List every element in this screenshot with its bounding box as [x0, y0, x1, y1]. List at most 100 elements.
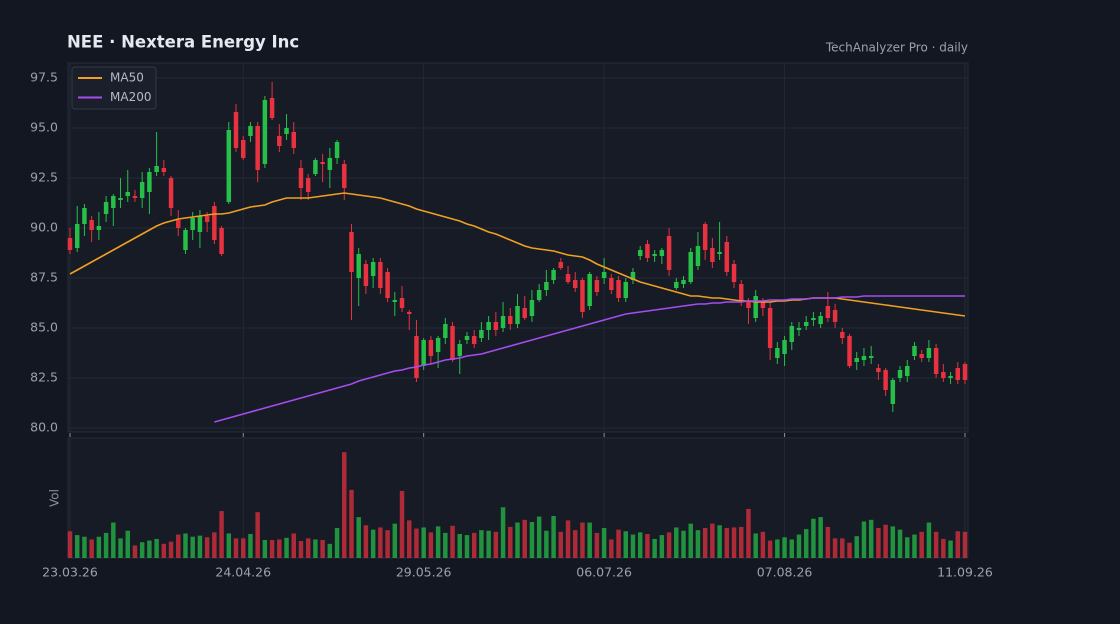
candle-body	[212, 206, 217, 240]
candle-body	[897, 370, 903, 378]
candle-body	[616, 280, 621, 298]
volume-bar	[702, 528, 708, 558]
candle-body	[298, 168, 304, 188]
candle-body	[508, 316, 513, 324]
volume-bar	[818, 517, 823, 558]
volume-bar	[854, 536, 859, 558]
candle-body	[609, 278, 614, 290]
volume-bar	[176, 534, 181, 558]
candle-body	[681, 280, 686, 284]
candle-body	[825, 306, 831, 318]
candle-body	[385, 272, 390, 298]
volume-bar	[500, 507, 506, 558]
volume-bar	[558, 531, 564, 558]
volume-bar	[941, 538, 946, 558]
candle-body	[832, 310, 838, 322]
x-tick-label: 07.08.26	[757, 565, 813, 580]
price-panel	[67, 62, 969, 433]
volume-bar	[334, 528, 340, 558]
candle-body	[580, 280, 585, 312]
grid: 80.0 82.5 85.0 87.5 90.0 92.5 95.0 97.5 23.03.26…	[30, 63, 993, 580]
volume-bar	[147, 540, 152, 558]
candle-body	[515, 306, 520, 324]
candle-body	[637, 250, 643, 256]
volume-bar	[342, 452, 347, 558]
volume-bar	[269, 540, 275, 558]
candle-body	[74, 224, 80, 248]
volume-bar	[399, 490, 405, 558]
volume-bar	[428, 532, 434, 558]
volume-bar	[897, 529, 903, 558]
candle-body	[277, 136, 282, 146]
candle-body	[933, 348, 939, 374]
chart-title: NEE · Nextera Energy Inc	[67, 33, 299, 52]
candle-body	[493, 322, 499, 330]
volume-bar	[775, 539, 780, 558]
candle-body	[161, 168, 167, 172]
candle-body	[103, 202, 109, 214]
candle-body	[883, 370, 888, 390]
candle-body	[89, 220, 94, 230]
candle-body	[67, 238, 73, 250]
candle-body	[565, 274, 571, 282]
candle-body	[876, 368, 881, 372]
candle-body	[443, 324, 448, 338]
volume-bar	[905, 537, 910, 558]
candle-body	[746, 302, 751, 308]
candle-body	[789, 326, 795, 342]
candle-body	[767, 308, 773, 348]
candle-body	[305, 178, 311, 192]
volume-bar	[832, 538, 838, 558]
volume-bar	[262, 540, 268, 558]
volume-bar	[659, 535, 665, 558]
candle-body	[587, 274, 592, 306]
candle-body	[529, 300, 535, 316]
candle-body	[118, 198, 123, 200]
volume-bar	[926, 522, 932, 558]
candle-body	[233, 112, 239, 148]
volume-bar	[710, 523, 715, 558]
volume-bar	[154, 538, 159, 558]
x-tick-label: 11.09.26	[937, 565, 993, 580]
candle-body	[313, 160, 318, 174]
volume-bar	[255, 512, 260, 558]
volume-bar	[688, 523, 693, 558]
x-tick-label: 29.05.26	[396, 565, 452, 580]
y-tick-label: 90.0	[30, 220, 58, 235]
legend: MA50 MA200	[71, 66, 157, 110]
volume-bar	[616, 529, 621, 558]
candle-body	[962, 364, 968, 380]
candle-body	[724, 242, 730, 272]
candle-body	[919, 354, 924, 358]
volume-bar	[876, 528, 881, 558]
candle-body	[111, 196, 116, 208]
volume-bar	[933, 531, 939, 558]
y-tick-label: 85.0	[30, 320, 58, 335]
candle-body	[262, 100, 268, 164]
candle-body	[428, 340, 434, 356]
candles	[67, 82, 968, 412]
candle-body	[926, 348, 932, 358]
volume-bar	[782, 537, 787, 558]
volume-bar	[681, 530, 686, 558]
candle-body	[450, 326, 455, 360]
chart-subtitle: TechAnalyzer Pro · daily	[825, 41, 968, 55]
candle-body	[464, 336, 470, 340]
volume-bar	[204, 537, 210, 558]
candle-body	[630, 272, 636, 280]
volume-bar	[103, 532, 109, 558]
y-tick-label: 80.0	[30, 420, 58, 435]
candle-body	[154, 166, 159, 172]
candle-body	[378, 262, 383, 288]
volume-bar	[406, 520, 412, 558]
moving-averages	[69, 192, 966, 423]
candle-body	[623, 282, 629, 298]
candle-body	[327, 158, 333, 170]
volume-bar	[861, 521, 867, 558]
y-tick-label: 95.0	[30, 120, 58, 135]
volume-bar	[789, 539, 795, 558]
candle-body	[782, 340, 787, 354]
volume-bar	[811, 518, 816, 558]
candle-body	[652, 254, 657, 256]
